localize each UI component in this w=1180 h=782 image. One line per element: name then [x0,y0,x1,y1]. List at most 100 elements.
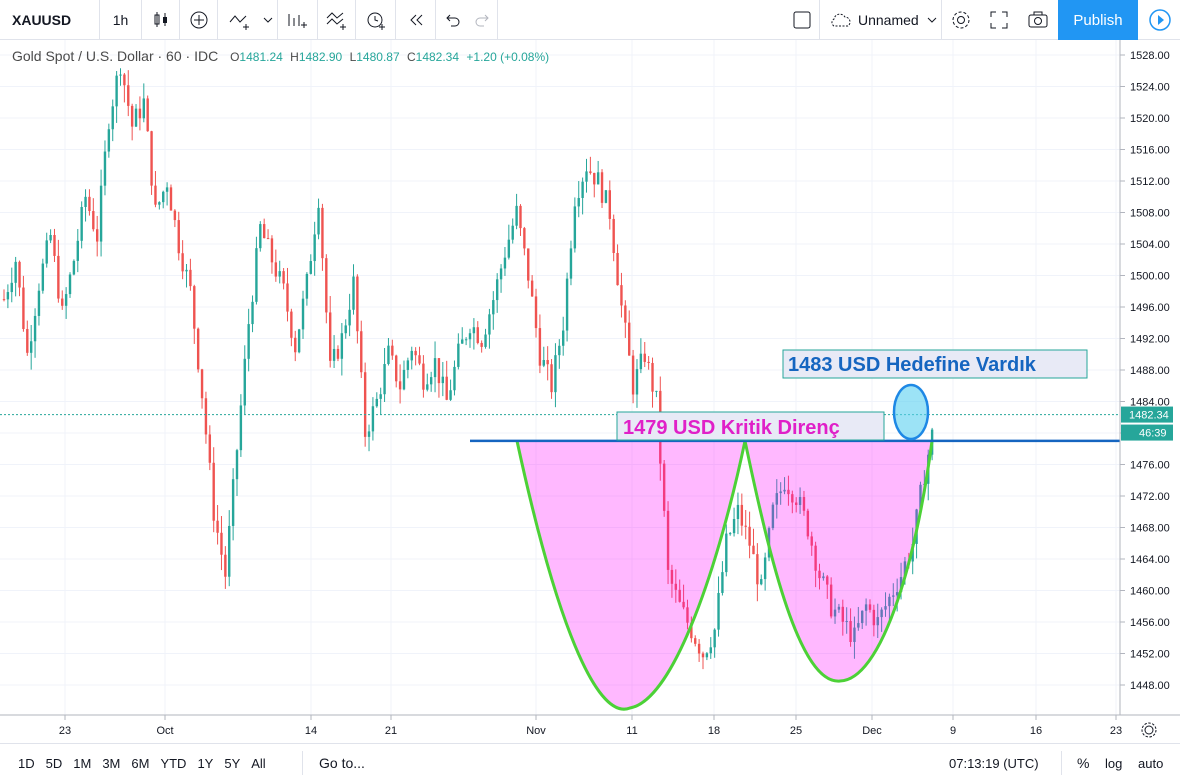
candle-body [822,576,825,579]
candle-body [530,280,534,297]
y-tick-label: 1520.00 [1130,113,1170,125]
interval-button[interactable]: 1h [100,0,142,40]
drawing-icon[interactable] [318,0,356,40]
candle-body [631,355,635,395]
range-button-5y[interactable]: 5Y [224,755,241,771]
y-tick-label: 1500.00 [1130,271,1170,283]
candle-body [193,286,196,329]
goto-label: Go to... [319,755,365,771]
candle-body [80,206,83,241]
alert-icon[interactable] [356,0,396,40]
percent-toggle[interactable]: % [1077,755,1090,771]
settings-icon[interactable] [942,0,980,40]
candle-body [189,269,192,287]
replay-icon[interactable] [396,0,436,40]
candle-body [387,345,390,365]
candle-body [515,205,518,226]
candle-body [64,294,68,306]
candle-body [305,273,309,299]
candle-body [643,353,646,362]
range-button-5d[interactable]: 5D [45,755,63,771]
candle-body [760,579,763,585]
candle-body [138,108,142,119]
axis-settings-icon[interactable] [1141,722,1157,738]
candle-body [84,196,87,207]
undo-icon[interactable] [436,0,468,40]
chart-legend: Gold Spot / U.S. Dollar · 60 · IDC O1481… [12,48,549,64]
candle-body [628,322,631,356]
candle-body [554,355,557,393]
last-price-value: 1482.34 [1129,410,1169,422]
range-button-1d[interactable]: 1D [18,755,35,771]
range-button-ytd[interactable]: YTD [160,755,187,771]
candle-body [158,202,161,205]
camera-icon[interactable] [1018,0,1058,40]
play-icon[interactable] [1140,0,1180,40]
candle-body [290,311,293,338]
layout-icon[interactable] [784,0,820,40]
candle-body [495,279,499,301]
candle-body [92,211,95,230]
publish-label: Publish [1073,11,1123,29]
candle-body [728,533,732,535]
candle-body [857,623,860,628]
candle-body [2,299,6,301]
trend-line-icon[interactable] [222,0,258,40]
candles-icon[interactable] [142,0,180,40]
range-button-all[interactable]: All [251,755,266,771]
candle-body [616,252,619,286]
indicators-icon[interactable] [278,0,318,40]
range-button-3m[interactable]: 3M [102,755,121,771]
candle-body [29,341,33,353]
y-tick-label: 1460.00 [1130,586,1170,598]
candle-body [317,207,320,235]
candle-body [371,406,375,432]
x-tick-label: 25 [790,725,802,737]
add-indicator-icon[interactable] [180,0,218,40]
price-chart[interactable]: 1479 USD Kritik Direnç 1483 USD Hedefine… [0,40,1180,743]
candle-body [492,300,495,315]
candle-body [356,276,359,332]
candle-body [402,369,406,390]
target-label-box[interactable] [782,349,1088,379]
candle-body [270,238,274,263]
chevron-down-icon[interactable] [258,0,278,40]
candle-body [119,74,122,76]
redo-icon[interactable] [468,0,498,40]
candle-body [876,617,879,626]
candle-body [705,653,709,658]
candle-body [488,314,491,335]
candle-body [433,358,437,378]
candle-body [779,491,782,494]
candle-body [604,190,608,203]
candle-body [527,248,530,281]
layout-name-button[interactable]: Unnamed [820,0,942,40]
candle-body [18,261,21,288]
range-button-1y[interactable]: 1Y [197,755,214,771]
candle-body [111,106,114,130]
candle-body [519,205,522,229]
x-tick-label: Oct [156,725,173,737]
range-button-1m[interactable]: 1M [73,755,92,771]
candle-body [853,627,856,642]
target-ellipse[interactable] [892,383,930,441]
chart-area[interactable]: 1479 USD Kritik Direnç 1483 USD Hedefine… [0,40,1180,743]
log-toggle[interactable]: log [1105,755,1123,771]
candle-body [771,504,775,529]
y-tick-label: 1452.00 [1130,649,1170,661]
candle-body [565,278,569,331]
candle-body [22,287,25,330]
candle-body [670,569,674,584]
resistance-label-box[interactable] [616,411,885,441]
clock[interactable]: 07:13:19 (UTC) [949,744,1039,782]
fullscreen-icon[interactable] [980,0,1018,40]
candle-body [472,327,476,334]
symbol-search[interactable]: XAUUSD [0,0,100,40]
range-button-6m[interactable]: 6M [131,755,150,771]
publish-button[interactable]: Publish [1058,0,1138,40]
candle-body [414,350,417,356]
candle-body [99,185,103,242]
goto-button[interactable]: Go to... [319,744,365,782]
candle-body [523,228,526,249]
auto-toggle[interactable]: auto [1138,755,1164,771]
